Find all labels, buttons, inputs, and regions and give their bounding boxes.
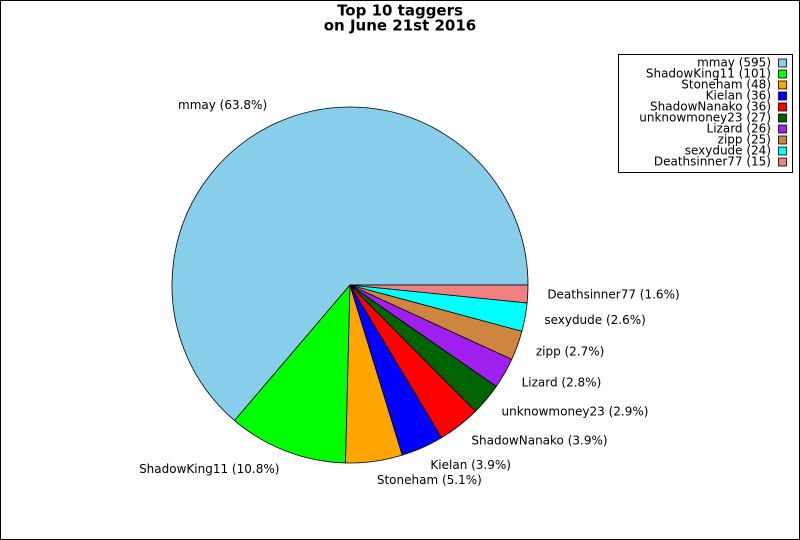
slice-label: mmay (63.8%): [178, 98, 267, 112]
slice-label: ShadowKing11 (10.8%): [139, 462, 279, 476]
legend-swatch: [778, 146, 787, 156]
legend-box: [618, 54, 793, 173]
legend-label: Deathsinner77 (15): [654, 155, 771, 169]
legend-swatch: [778, 124, 787, 134]
legend-label: unknowmoney23 (27): [639, 111, 771, 125]
slice-label: unknowmoney23 (2.9%): [501, 404, 648, 418]
legend-label: ShadowKing11 (101): [646, 67, 771, 81]
slice-label: Lizard (2.8%): [522, 375, 602, 389]
legend-swatch: [778, 135, 787, 145]
legend-label: mmay (595): [697, 56, 771, 70]
legend-swatch: [778, 80, 787, 90]
legend-swatch: [778, 91, 787, 101]
legend-label: Stoneham (48): [681, 78, 771, 92]
legend-label: sexydude (24): [685, 144, 771, 158]
legend-swatch: [778, 69, 787, 79]
legend-swatch: [778, 102, 787, 112]
legend-swatch: [778, 113, 787, 123]
slice-label: zipp (2.7%): [536, 345, 605, 359]
pie-slice: [234, 283, 351, 464]
legend-label: ShadowNanako (36): [650, 100, 771, 114]
slice-label: ShadowNanako (3.9%): [471, 433, 607, 447]
legend-label: Kielan (36): [706, 89, 771, 103]
chart-subtitle: on June 21st 2016: [324, 17, 476, 35]
legend-label: Lizard (26): [707, 122, 771, 136]
legend-swatch: [778, 58, 787, 68]
pie-slice: [171, 106, 529, 422]
slice-label: Stoneham (5.1%): [377, 473, 482, 487]
legend-swatch: [778, 157, 787, 167]
slice-label: Kielan (3.9%): [430, 458, 511, 472]
slice-label: Deathsinner77 (1.6%): [547, 287, 679, 301]
slice-label: sexydude (2.6%): [544, 313, 646, 327]
legend-label: zipp (25): [718, 133, 771, 147]
pie-slice: [349, 284, 529, 304]
chart-title: Top 10 taggers: [337, 2, 463, 20]
